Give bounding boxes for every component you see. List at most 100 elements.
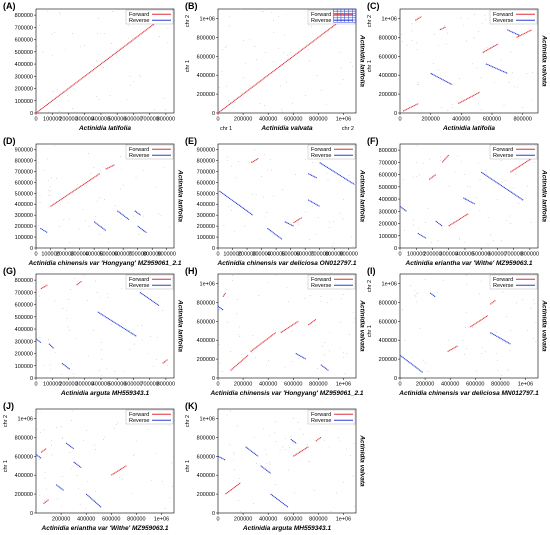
noise-dot xyxy=(411,30,413,32)
noise-dot xyxy=(481,353,482,355)
x-tick-label: 600000 xyxy=(483,117,501,123)
reverse-segment xyxy=(435,220,443,227)
panel-label: (I) xyxy=(367,266,376,276)
noise-dot xyxy=(440,156,441,158)
y-tick-label: 400000 xyxy=(15,327,33,333)
panel-label: (F) xyxy=(367,136,379,146)
noise-dot xyxy=(458,239,460,241)
noise-dot xyxy=(221,71,223,72)
noise-dot xyxy=(56,498,58,500)
x-tick-label: 600000 xyxy=(124,382,142,388)
forward-segment xyxy=(250,332,277,352)
x-tick-label: 800000 xyxy=(157,117,175,123)
reverse-segment xyxy=(117,210,130,220)
y-tick-label: 200000 xyxy=(15,352,33,358)
noise-dot xyxy=(416,145,418,146)
noise-dot xyxy=(83,209,84,210)
noise-dot xyxy=(416,42,418,44)
noise-dot xyxy=(348,143,350,145)
reverse-segment xyxy=(507,29,520,36)
x-axis-title: Actinidia chinensis var deliciosa MN0127… xyxy=(398,390,539,397)
noise-dot xyxy=(158,213,160,215)
noise-dot xyxy=(258,295,260,296)
noise-dot xyxy=(273,195,275,197)
noise-dot xyxy=(415,162,417,163)
noise-dot xyxy=(289,447,291,449)
noise-dot xyxy=(342,79,344,80)
noise-dot xyxy=(71,410,73,412)
noise-dot xyxy=(464,354,465,355)
noise-dot xyxy=(342,294,344,295)
noise-dot xyxy=(230,165,232,167)
noise-dot xyxy=(49,190,51,192)
noise-dot xyxy=(352,144,354,145)
noise-dot xyxy=(350,62,351,63)
y-tick-label: 600000 xyxy=(15,180,33,186)
noise-dot xyxy=(121,288,122,290)
noise-dot xyxy=(479,293,480,295)
reverse-segment xyxy=(267,227,283,240)
x-tick-label: 0 xyxy=(216,382,219,388)
noise-dot xyxy=(516,86,518,88)
y-tick-label: 400000 xyxy=(197,473,215,479)
noise-dot xyxy=(227,322,228,323)
noise-dot xyxy=(339,51,341,53)
x-tick-label: 400000 xyxy=(92,117,110,123)
x-tick-label: 200000 xyxy=(52,517,70,523)
y-tick-label: 600000 xyxy=(197,180,215,186)
noise-dot xyxy=(230,209,232,211)
noise-dot xyxy=(230,350,231,352)
noise-dot xyxy=(527,330,529,331)
noise-dot xyxy=(337,437,339,438)
noise-dot xyxy=(457,155,459,157)
x-tick-label: 0 xyxy=(34,117,37,123)
noise-dot xyxy=(253,502,255,504)
noise-dot xyxy=(226,156,228,158)
reverse-segment xyxy=(260,465,272,474)
dotplot-a: (A)0 100000200000300000400000500000600000… xyxy=(3,1,175,132)
noise-dot xyxy=(62,437,63,439)
forward-segment xyxy=(469,315,489,328)
noise-dot xyxy=(80,45,82,47)
noise-dot xyxy=(406,45,408,46)
reverse-segment xyxy=(399,354,423,373)
noise-dot xyxy=(486,47,488,48)
noise-dot xyxy=(411,40,413,42)
noise-dot xyxy=(343,198,344,200)
noise-dot xyxy=(416,175,417,177)
x-tick-label: 300000 xyxy=(76,382,94,388)
dotplot-j: (J) 200000 400000 600000 800000 1e+06 0 200000 4… xyxy=(3,401,175,532)
noise-dot xyxy=(36,428,38,430)
noise-dot xyxy=(79,503,81,505)
x-tick-label: 900000 xyxy=(158,252,176,258)
reverse-segment xyxy=(217,455,226,461)
noise-dot xyxy=(417,84,418,86)
reverse-segment xyxy=(139,291,160,307)
x-tick-label: 0 xyxy=(398,117,401,123)
noise-dot xyxy=(73,373,74,375)
noise-dot xyxy=(134,454,135,455)
noise-dot xyxy=(119,477,121,479)
y-axis-title: Actinidia valvata xyxy=(541,299,548,352)
noise-dot xyxy=(249,85,251,87)
noise-dot xyxy=(163,98,165,99)
y-tick-label: 200000 xyxy=(379,357,397,363)
noise-dot xyxy=(46,158,48,160)
y-tick-label: 100000 xyxy=(15,364,33,370)
legend-forward-label: Forward xyxy=(129,147,149,153)
noise-dot xyxy=(345,448,347,450)
noise-dot xyxy=(404,340,406,341)
noise-dot xyxy=(73,376,75,378)
noise-dot xyxy=(38,162,39,164)
noise-dot xyxy=(419,328,421,329)
noise-dot xyxy=(61,505,63,507)
noise-dot xyxy=(316,75,318,76)
noise-dot xyxy=(230,410,231,412)
y-tick-label: 300000 xyxy=(379,209,397,215)
reverse-segment xyxy=(307,199,320,207)
noise-dot xyxy=(513,187,514,189)
y-tick-label: 800000 xyxy=(379,35,397,41)
noise-dot xyxy=(532,72,534,73)
noise-dot xyxy=(260,239,262,241)
legend-forward-label: Forward xyxy=(493,277,513,283)
